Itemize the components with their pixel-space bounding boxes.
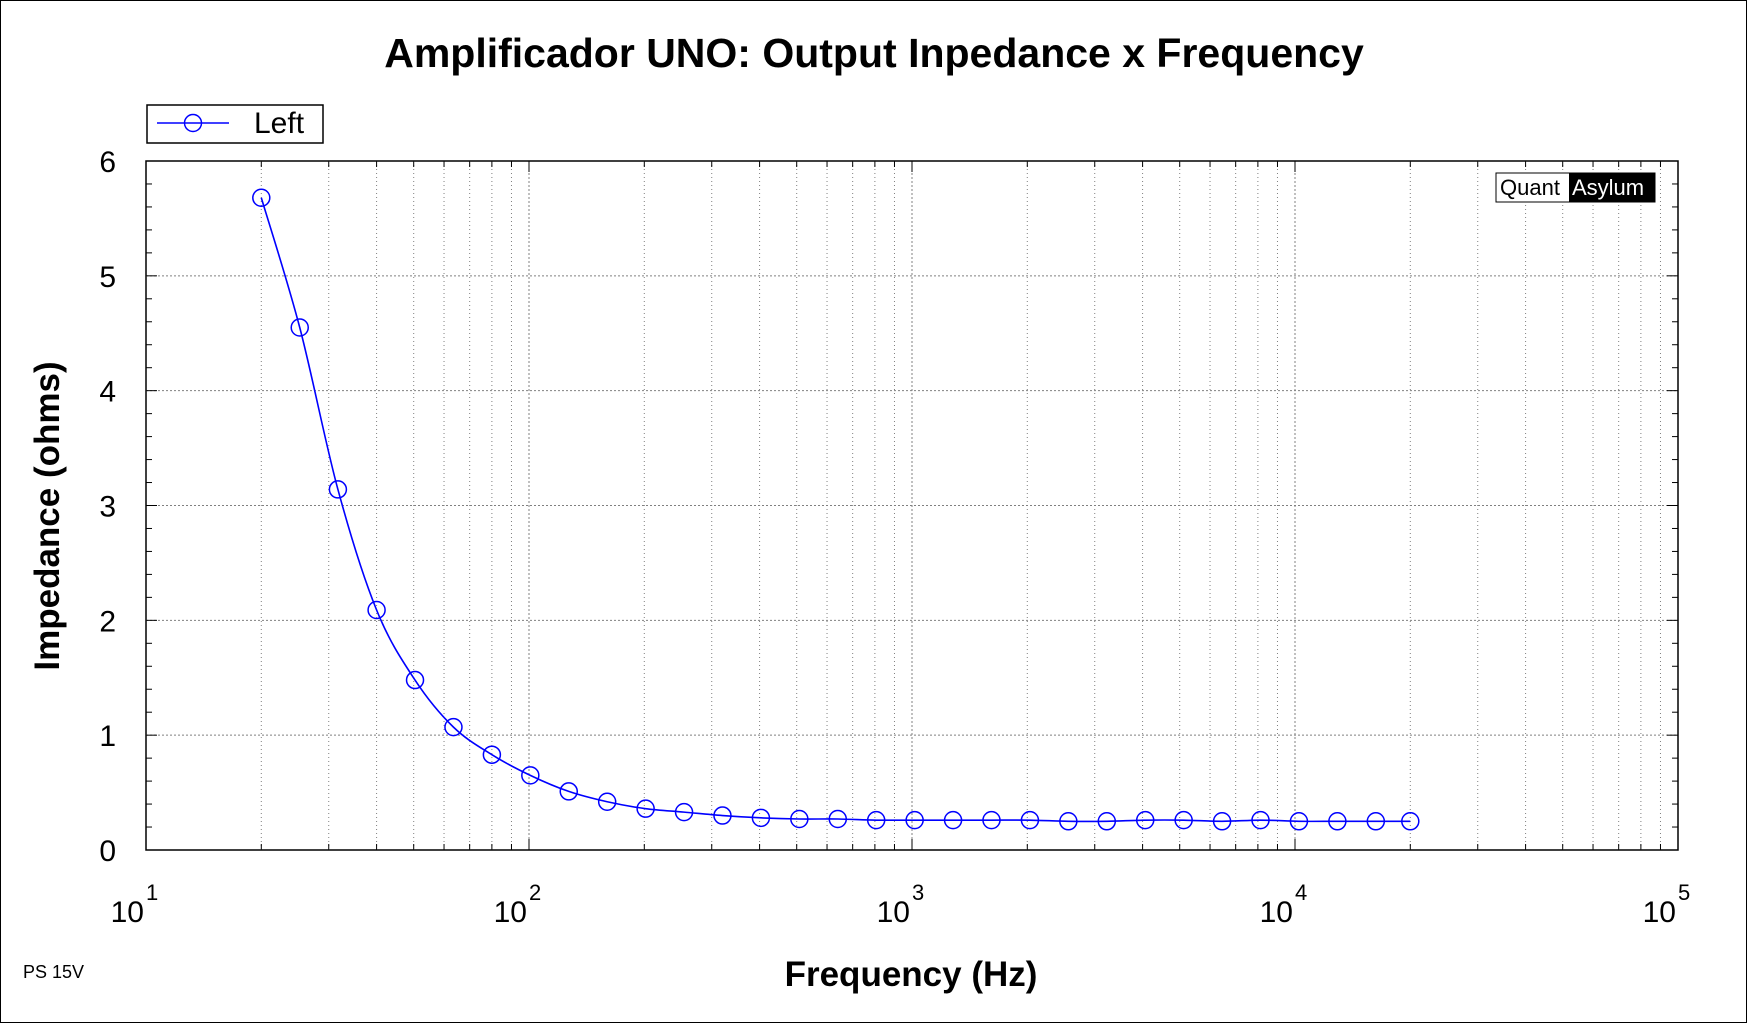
quantasylum-watermark: Quant Asylum: [1495, 172, 1656, 203]
data-point-left: [790, 809, 809, 829]
chart-title: Amplificador UNO: Output Inpedance x Fre…: [384, 30, 1364, 76]
y-axis-label: Impedance (ohms): [28, 361, 67, 670]
data-point-left: [1020, 810, 1040, 830]
legend-box: [146, 104, 324, 144]
y-tick-label: 3: [99, 491, 116, 524]
x-tick-label: 105: [1643, 880, 1691, 929]
data-point-left: [1174, 810, 1193, 830]
series-line-left: [260, 197, 1411, 823]
data-point-left: [1401, 812, 1420, 831]
data-point-left: [713, 806, 732, 825]
data-point-left: [405, 670, 425, 690]
data-point-left: [1212, 812, 1232, 831]
series-left: [252, 188, 1420, 831]
x-tick-label: 102: [494, 880, 542, 929]
data-point-left: [559, 782, 579, 801]
data-point-left: [597, 792, 617, 812]
data-point-left: [482, 745, 502, 764]
y-tick-label: 0: [99, 835, 116, 868]
x-tick-exponent: 4: [1295, 880, 1307, 905]
grid-lines: [146, 161, 1678, 850]
y-tick-label: 1: [99, 720, 116, 753]
data-point-left: [1097, 812, 1117, 831]
x-tick-base: 10: [877, 896, 910, 929]
data-point-left: [1135, 810, 1155, 830]
x-tick-base: 10: [111, 896, 144, 929]
watermark-right-box: [1569, 173, 1655, 202]
data-point-left: [521, 766, 540, 785]
data-point-left: [252, 188, 271, 207]
x-tick-label: 103: [877, 880, 925, 929]
data-point-left: [751, 808, 771, 828]
watermark-asylum: Asylum: [1572, 175, 1644, 200]
data-point-left: [290, 318, 309, 337]
data-point-left: [1059, 812, 1078, 831]
legend-marker-swatch: [183, 113, 203, 133]
data-point-left: [943, 810, 963, 830]
data-point-left: [828, 809, 848, 829]
data-point-left: [905, 810, 924, 830]
x-tick-exponent: 3: [912, 880, 924, 905]
x-tick-label: 104: [1260, 880, 1308, 929]
data-point-left: [1289, 812, 1309, 831]
x-tick-exponent: 5: [1678, 880, 1690, 905]
y-tick-labels: 0 1 2 3 4 5 6: [99, 146, 116, 868]
x-tick-base: 10: [494, 896, 527, 929]
x-axis-label: Frequency (Hz): [785, 955, 1038, 994]
data-point-left: [1328, 812, 1347, 831]
data-point-left: [1251, 810, 1270, 830]
data-point-left: [674, 802, 694, 822]
x-tick-base: 10: [1260, 896, 1293, 929]
legend-entry-left: Left: [254, 107, 305, 140]
data-point-left: [1366, 812, 1386, 831]
y-tick-label: 6: [99, 146, 116, 179]
watermark-quant: Quant: [1500, 175, 1560, 200]
x-tick-exponent: 1: [146, 880, 158, 905]
x-tick-exponent: 2: [529, 880, 541, 905]
y-tick-label: 4: [99, 376, 116, 409]
data-point-left: [367, 600, 386, 620]
axis-ticks: [146, 160, 1678, 851]
footnote-text: PS 15V: [23, 962, 84, 982]
data-point-left: [328, 480, 348, 499]
data-point-left: [982, 810, 1001, 830]
legend: Left: [146, 104, 324, 144]
data-point-left: [636, 799, 655, 818]
y-tick-label: 5: [99, 261, 116, 294]
y-tick-label: 2: [99, 605, 116, 638]
data-point-left: [444, 717, 463, 737]
x-tick-label: 101: [111, 880, 159, 929]
x-tick-base: 10: [1643, 896, 1676, 929]
data-point-left: [866, 810, 886, 830]
